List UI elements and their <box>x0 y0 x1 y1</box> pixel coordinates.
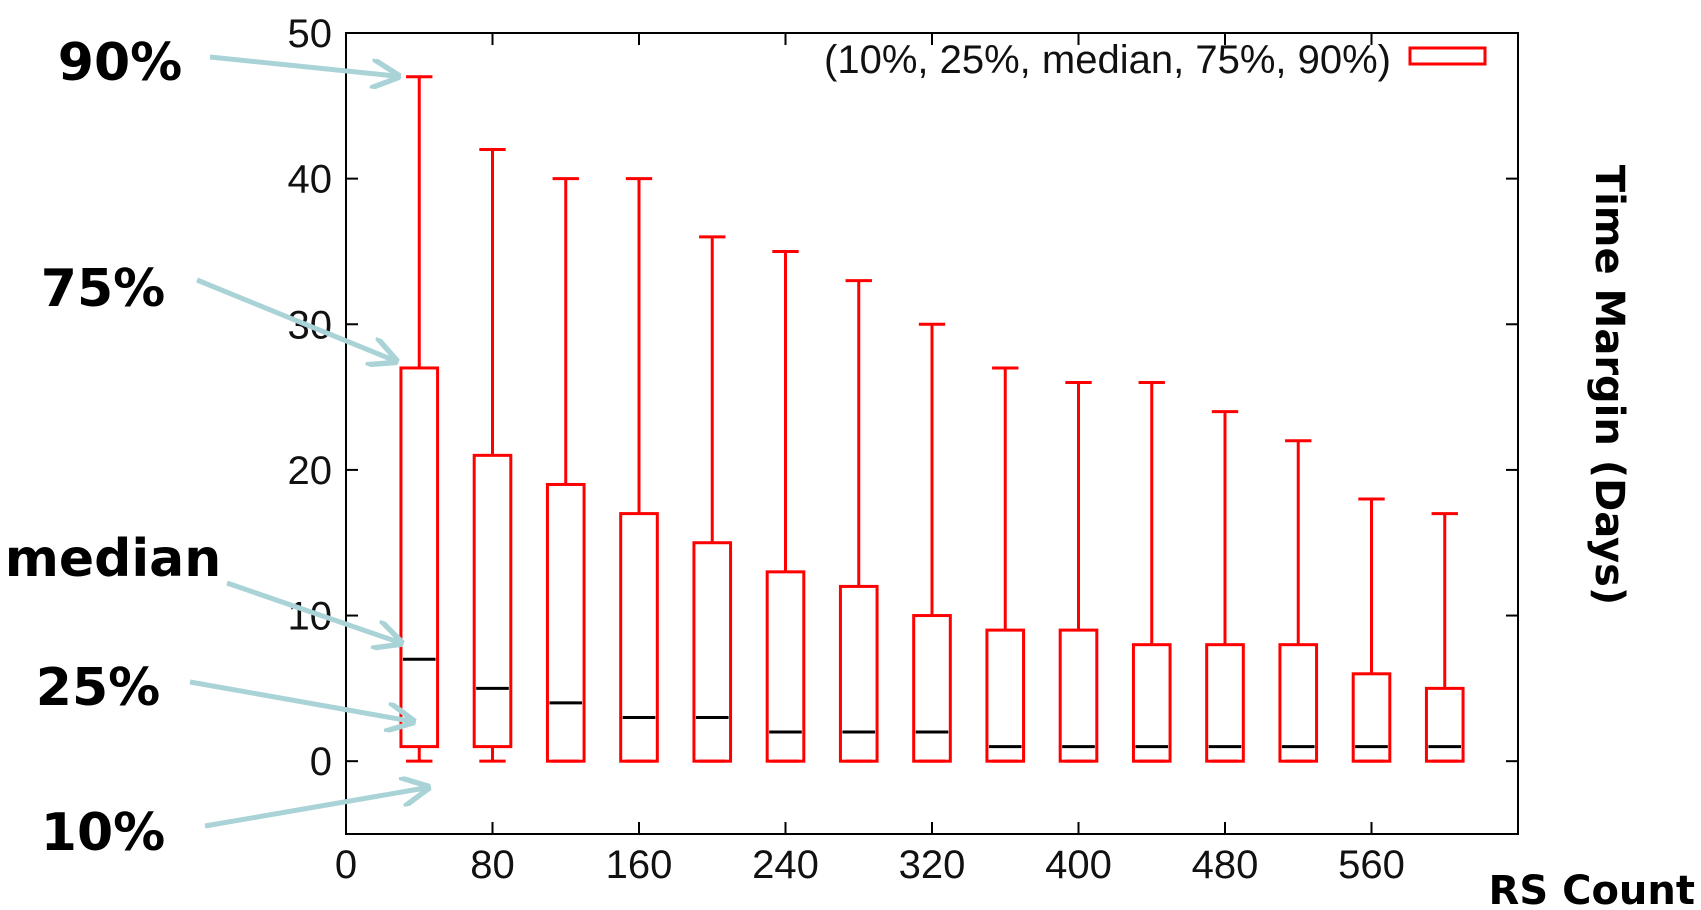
box-rect-6 <box>838 584 879 763</box>
x-axis-title: RS Count <box>1489 868 1695 910</box>
callout-label-p25: 25% <box>36 658 160 718</box>
callout-label-p10: 10% <box>41 803 165 863</box>
x-tick-label-5: 400 <box>1045 843 1112 887</box>
y-tick-label-5: 50 <box>288 12 333 56</box>
box-6 <box>838 279 879 763</box>
box-rect-13 <box>1351 672 1392 763</box>
x-tick-label-0: 0 <box>335 843 357 887</box>
box-3 <box>619 177 659 763</box>
x-tick-label-6: 480 <box>1192 843 1259 887</box>
box-8 <box>985 366 1026 763</box>
y-tick-label-2: 20 <box>288 449 333 493</box>
box-rect-5 <box>765 570 806 763</box>
box-rect-11 <box>1205 643 1245 763</box>
y-tick-label-0: 0 <box>310 740 332 784</box>
x-tick-label-7: 560 <box>1338 843 1405 887</box>
box-14 <box>1424 512 1465 763</box>
box-4 <box>692 235 733 763</box>
box-rect-10 <box>1131 643 1172 763</box>
box-0 <box>399 75 440 763</box>
box-rect-0 <box>399 366 440 749</box>
callout-arrow-p10 <box>204 788 425 829</box>
box-2 <box>545 177 586 763</box>
box-rect-7 <box>912 614 952 763</box>
box-13 <box>1351 497 1392 763</box>
callout-arrow-p25 <box>189 679 410 721</box>
box-rect-14 <box>1424 686 1465 763</box>
box-rect-1 <box>472 453 513 749</box>
legend-swatch <box>1408 46 1487 66</box>
x-tick-label-4: 320 <box>899 843 966 887</box>
legend-label: (10%, 25%, median, 75%, 90%) <box>824 38 1391 82</box>
callout-label-p90: 90% <box>58 33 182 93</box>
box-1 <box>472 148 513 763</box>
callout-arrow-p90 <box>209 54 395 76</box>
y-axis-title: Time Margin (Days) <box>1586 165 1632 605</box>
x-tick-label-2: 160 <box>606 843 673 887</box>
box-rect-8 <box>985 628 1026 763</box>
box-rect-4 <box>692 541 733 763</box>
box-rect-12 <box>1278 643 1319 763</box>
box-12 <box>1278 439 1319 763</box>
box-10 <box>1131 381 1172 763</box>
box-rect-2 <box>545 482 586 763</box>
callout-arrow-p75 <box>196 277 393 360</box>
y-tick-label-4: 40 <box>288 158 333 202</box>
callout-arrow-median <box>226 580 398 642</box>
box-7 <box>912 322 952 763</box>
x-tick-label-1: 80 <box>470 843 515 887</box>
box-11 <box>1205 410 1245 763</box>
box-rect-9 <box>1058 628 1099 763</box>
x-tick-label-3: 240 <box>752 843 819 887</box>
box-rect-3 <box>619 512 659 763</box>
box-5 <box>765 249 806 763</box>
box-9 <box>1058 381 1099 763</box>
callout-label-p75: 75% <box>41 259 165 319</box>
callout-label-median: median <box>5 529 222 589</box>
